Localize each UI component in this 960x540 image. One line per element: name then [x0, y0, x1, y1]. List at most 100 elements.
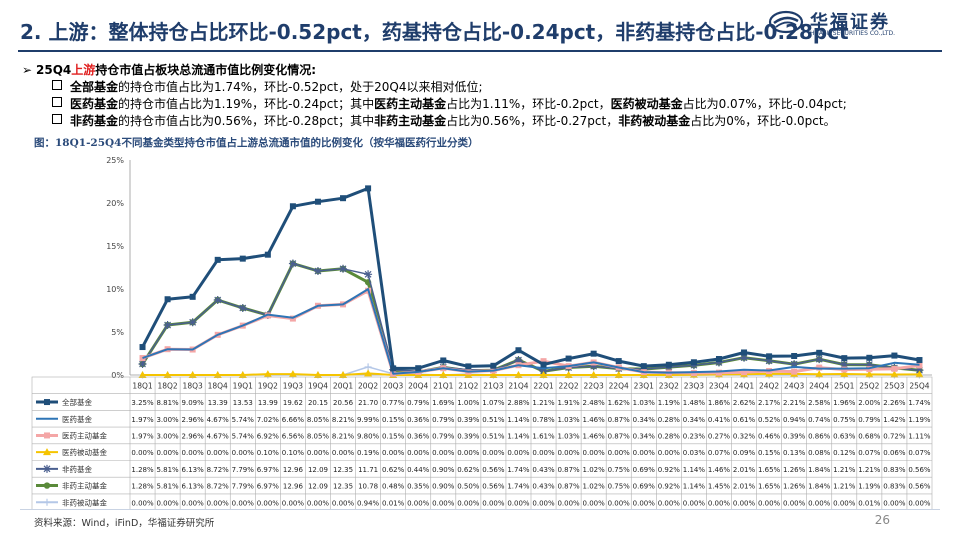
- data-label: 13.53: [233, 399, 253, 407]
- data-point: [565, 355, 572, 362]
- data-point: [614, 371, 623, 378]
- data-label: 11.71: [358, 466, 378, 474]
- checkbox-bullet-icon: [52, 97, 62, 107]
- data-label: 0.00%: [833, 499, 856, 507]
- data-label: 0.44%: [407, 466, 430, 474]
- data-label: 0.00%: [156, 449, 179, 457]
- data-point: [540, 358, 547, 365]
- data-label: 5.81%: [156, 483, 179, 491]
- data-point: [490, 362, 497, 369]
- data-label: 0.03%: [683, 449, 706, 457]
- summary-line1-bold: 全部基金: [70, 80, 119, 94]
- data-label: 1.19%: [908, 416, 931, 424]
- data-label: 0.00%: [282, 499, 305, 507]
- x-tick-label: 20Q4: [408, 382, 428, 391]
- data-label: 3.25%: [131, 399, 154, 407]
- data-label: 0.00%: [783, 499, 806, 507]
- y-tick-label: 0%: [111, 371, 124, 380]
- data-label: 0.00%: [633, 499, 656, 507]
- data-point: [714, 358, 723, 367]
- data-label: 5.74%: [232, 432, 255, 440]
- data-label: 1.14%: [507, 432, 530, 440]
- data-label: 0.15%: [758, 449, 781, 457]
- data-point: [766, 353, 773, 360]
- data-label: 0.00%: [482, 499, 505, 507]
- data-label: 0.51%: [482, 432, 505, 440]
- data-label: 20.56: [333, 399, 354, 407]
- data-label: 0.00%: [583, 499, 606, 507]
- data-label: 12.09: [308, 466, 328, 474]
- data-point: [640, 363, 647, 370]
- data-label: 9.80%: [357, 432, 380, 440]
- data-label: 2.26%: [883, 399, 906, 407]
- x-tick-label: 19Q3: [283, 382, 303, 391]
- data-label: 2.58%: [808, 399, 831, 407]
- data-point: [715, 356, 722, 363]
- x-tick-label: 21Q2: [458, 382, 478, 391]
- summary-line-all: 全部基金的持仓市值占比为1.74%，环比-0.52pct，处于20Q4以来相对低…: [22, 79, 847, 96]
- data-label: 13.99: [258, 399, 278, 407]
- data-point: [915, 370, 924, 378]
- data-label: 8.05%: [307, 416, 330, 424]
- data-label: 0.56%: [482, 483, 505, 491]
- data-label: 9.09%: [182, 399, 205, 407]
- data-label: 0.61%: [733, 416, 756, 424]
- data-point: [439, 371, 448, 378]
- x-tick-label: 19Q2: [258, 382, 278, 391]
- data-label: 1.21%: [532, 399, 555, 407]
- data-label: 0.39%: [783, 432, 806, 440]
- data-point: [313, 267, 322, 276]
- data-label: 0.08%: [808, 449, 831, 457]
- series-line-4: [141, 262, 920, 373]
- data-label: 6.13%: [182, 483, 205, 491]
- data-label: 10.78: [358, 483, 378, 491]
- y-tick-label: 10%: [106, 285, 124, 294]
- data-label: 0.87%: [557, 483, 580, 491]
- data-label: 0.00%: [307, 499, 330, 507]
- data-label: 0.87%: [557, 466, 580, 474]
- series-line-3: [142, 372, 920, 376]
- x-tick-label: 23Q4: [709, 382, 729, 391]
- y-tick-label: 25%: [106, 156, 124, 165]
- x-tick-label: 23Q1: [634, 382, 654, 391]
- data-label: 2.01%: [733, 466, 756, 474]
- data-label: 8.72%: [207, 483, 230, 491]
- data-label: 0.62%: [457, 466, 480, 474]
- x-tick-label: 19Q4: [308, 382, 328, 391]
- data-label: 2.00%: [858, 399, 881, 407]
- data-label: 0.00%: [583, 449, 606, 457]
- x-tick-label: 18Q2: [157, 382, 177, 391]
- data-point: [188, 371, 197, 378]
- data-label: 6.92%: [257, 432, 280, 440]
- data-label: 1.84%: [808, 466, 831, 474]
- data-label: 6.56%: [282, 432, 305, 440]
- data-label: 0.43%: [532, 483, 555, 491]
- data-label: 0.00%: [407, 449, 430, 457]
- data-point: [741, 369, 748, 376]
- data-label: 0.00%: [382, 449, 405, 457]
- data-label: 0.00%: [557, 499, 580, 507]
- data-label: 0.07%: [858, 449, 881, 457]
- data-label: 19.62: [283, 399, 303, 407]
- data-point: [288, 259, 297, 268]
- summary-line3-text3: 占比为0%，环比-0.0pct。: [690, 114, 836, 128]
- data-label: 0.36%: [407, 416, 430, 424]
- data-label: 12.35: [333, 466, 353, 474]
- legend-key-marker: [43, 448, 51, 456]
- page-number: 26: [874, 513, 890, 527]
- data-label: 0.63%: [833, 432, 856, 440]
- data-label: 0.00%: [332, 499, 355, 507]
- data-label: 0.00%: [532, 449, 555, 457]
- data-label: 12.96: [283, 483, 304, 491]
- data-label: 0.87%: [608, 432, 631, 440]
- data-point: [415, 365, 422, 372]
- data-point: [715, 369, 722, 376]
- data-point: [841, 355, 848, 362]
- summary-line2-text1: 的持仓市值占比为1.19%，环比-0.24pct；其中: [118, 97, 375, 111]
- data-point: [239, 255, 246, 262]
- chart-title: 图：18Q1-25Q4不同基金类型持仓市值占上游总流通市值的比例变化（按华福医药…: [34, 137, 479, 149]
- data-label: 0.00%: [156, 499, 179, 507]
- data-label: 1.26%: [783, 483, 806, 491]
- data-label: 1.97%: [131, 416, 154, 424]
- data-point: [214, 256, 221, 263]
